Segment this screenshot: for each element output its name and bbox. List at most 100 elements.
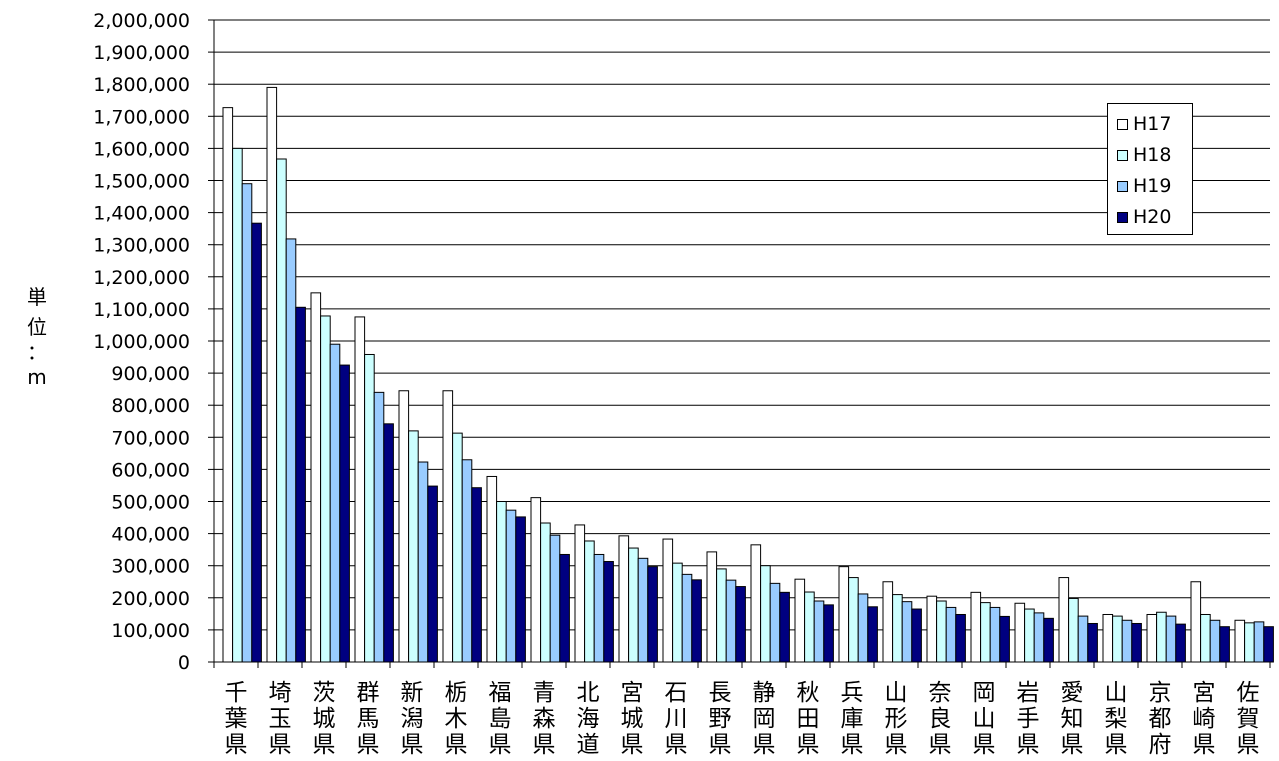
bar [1244, 622, 1255, 663]
bar [310, 292, 322, 663]
x-tick-label-char: 佐 [1237, 680, 1260, 706]
x-tick-label-char: 府 [1149, 732, 1172, 758]
bar [241, 183, 253, 663]
x-tick-label-char: 森 [533, 706, 556, 732]
x-tick-label-char: 道 [577, 732, 600, 758]
bar [1014, 602, 1026, 663]
y-tick-label: 200,000 [111, 588, 190, 610]
x-tick-label: 静岡県 [753, 680, 776, 758]
y-axis-label-char: ： [27, 340, 47, 364]
bar [691, 579, 702, 663]
x-tick-label-char: 山 [973, 706, 996, 732]
bar [1121, 619, 1133, 663]
bar [760, 565, 771, 663]
bar [373, 391, 385, 663]
bar [955, 613, 966, 663]
x-tick-label: 長野県 [709, 680, 732, 758]
y-tick-label: 1,100,000 [93, 299, 190, 321]
bar [1024, 608, 1035, 663]
x-tick-label: 山形県 [885, 680, 908, 758]
bar [232, 147, 243, 663]
x-tick-label-char: 木 [445, 706, 468, 732]
x-tick-label-char: 崎 [1193, 706, 1216, 732]
x-tick-label-char: 愛 [1061, 680, 1084, 706]
bar [769, 582, 781, 663]
y-tick-label: 900,000 [111, 363, 190, 385]
x-tick-label: 千葉県 [225, 680, 248, 758]
x-tick-label-char: 宮 [1193, 680, 1216, 706]
bar [1146, 613, 1158, 663]
bar [970, 591, 982, 663]
x-tick-label: 京都府 [1149, 680, 1172, 758]
y-tick-label: 100,000 [111, 620, 190, 642]
x-tick-label: 岩手県 [1017, 680, 1040, 758]
bar [867, 606, 878, 663]
x-tick-label-char: 千 [225, 680, 248, 706]
legend-item-h20: H20 [1117, 202, 1171, 232]
bar [999, 615, 1010, 663]
x-tick-label: 愛知県 [1061, 680, 1084, 758]
y-tick-label: 1,000,000 [93, 331, 190, 353]
bar [603, 561, 614, 663]
x-tick-label: 奈良県 [929, 680, 952, 758]
x-tick-label: 岡山県 [973, 680, 996, 758]
bar [750, 544, 762, 663]
x-tick-label-char: 県 [797, 732, 820, 758]
bar [1219, 626, 1230, 663]
y-axis-label: 単位： m [22, 282, 52, 389]
y-tick-label: 400,000 [111, 524, 190, 546]
y-tick-label: 700,000 [111, 427, 190, 449]
bar [804, 591, 815, 663]
x-tick-label: 福島県 [489, 680, 512, 758]
legend-swatch-h20 [1117, 211, 1128, 223]
x-tick-label-char: 庫 [841, 706, 864, 732]
y-tick-labels: 0 100,000 200,000 300,000 400,000 500,000 600,… [93, 10, 190, 674]
bar [662, 538, 674, 663]
x-tick-label: 山梨県 [1105, 680, 1128, 758]
bar [1043, 617, 1054, 663]
x-tick-label-char: 北 [577, 680, 600, 706]
bar [1209, 619, 1221, 663]
bar [276, 158, 287, 663]
x-tick-label-char: 都 [1149, 706, 1172, 732]
x-tick-label-char: 兵 [841, 680, 864, 706]
bars [222, 86, 1274, 663]
x-tick-label-char: 馬 [357, 706, 380, 732]
y-tick-label: 1,300,000 [93, 235, 190, 257]
x-tick-label-char: 石 [665, 680, 688, 706]
x-tick-label-char: 形 [885, 706, 908, 732]
bar [735, 586, 746, 663]
x-tick-label-char: 海 [577, 706, 600, 732]
legend-label-h18: H18 [1133, 144, 1172, 166]
bar [1033, 612, 1045, 663]
x-tick-label-char: 県 [1193, 732, 1216, 758]
x-tick-label-char: 県 [665, 732, 688, 758]
legend-swatch-h18 [1117, 149, 1128, 161]
x-tick-label-char: 知 [1061, 706, 1084, 732]
x-tick-label-char: 田 [797, 706, 820, 732]
bar [339, 364, 350, 663]
bar [320, 315, 331, 663]
bar [672, 562, 683, 663]
bar [706, 551, 718, 663]
x-tick-label: 石川県 [665, 680, 688, 758]
legend-swatch-h17 [1117, 118, 1128, 130]
bar [1102, 613, 1114, 663]
bar [1112, 615, 1123, 663]
x-tick-label-char: 宮 [621, 680, 644, 706]
bar [725, 579, 737, 663]
x-tick-label-char: 川 [665, 706, 688, 732]
y-axis-label-char: 単 [27, 285, 47, 309]
bar [1087, 622, 1098, 663]
x-tick-label-char: 県 [533, 732, 556, 758]
bar [838, 566, 850, 663]
bar [980, 602, 991, 663]
x-tick-label-char: 県 [401, 732, 424, 758]
bar [1156, 611, 1167, 663]
y-axis-label-char: 位 [27, 315, 47, 339]
bar [584, 540, 595, 663]
x-tick-label: 兵庫県 [841, 680, 864, 758]
bar [408, 430, 419, 663]
bar [1253, 621, 1265, 663]
y-axis-label-text: 単位： m [22, 282, 52, 392]
